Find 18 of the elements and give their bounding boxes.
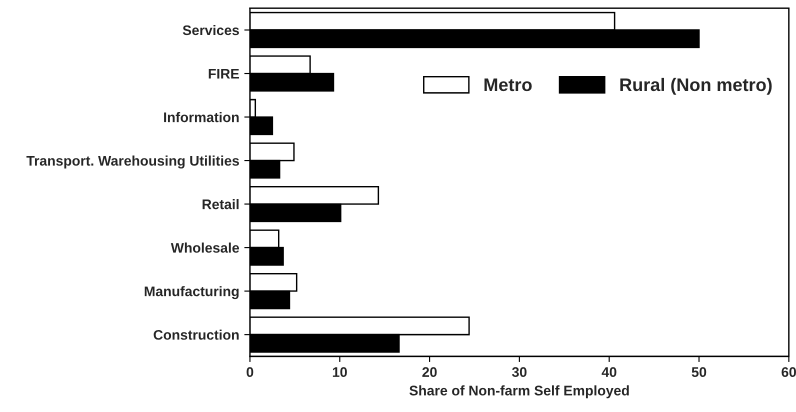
x-tick-label: 40 [602,367,616,377]
x-axis-title: Share of Non-farm Self Employed [409,385,629,398]
legend-label: Rural (Non metro) [620,78,772,95]
y-tick-label: Information [164,112,239,122]
y-tick-label: Manufacturing [144,286,239,300]
legend-label: Metro [484,78,532,92]
x-tick-label: 10 [332,367,347,377]
y-tick-label: Wholesale [170,242,240,253]
y-tick-label: Transport. Warehousing Utilities [26,156,239,169]
y-tick-label: FIRE [208,68,239,79]
y-tick-label: Construction [154,330,239,340]
x-tick-label: 20 [422,367,437,377]
y-tick-label: Retail [202,199,239,210]
x-tick-label: 60 [782,367,796,377]
y-tick-label: Services [182,24,239,36]
x-tick-label: 50 [692,367,706,377]
x-tick-label: 0 [246,367,254,377]
x-tick-label: 30 [512,367,527,378]
